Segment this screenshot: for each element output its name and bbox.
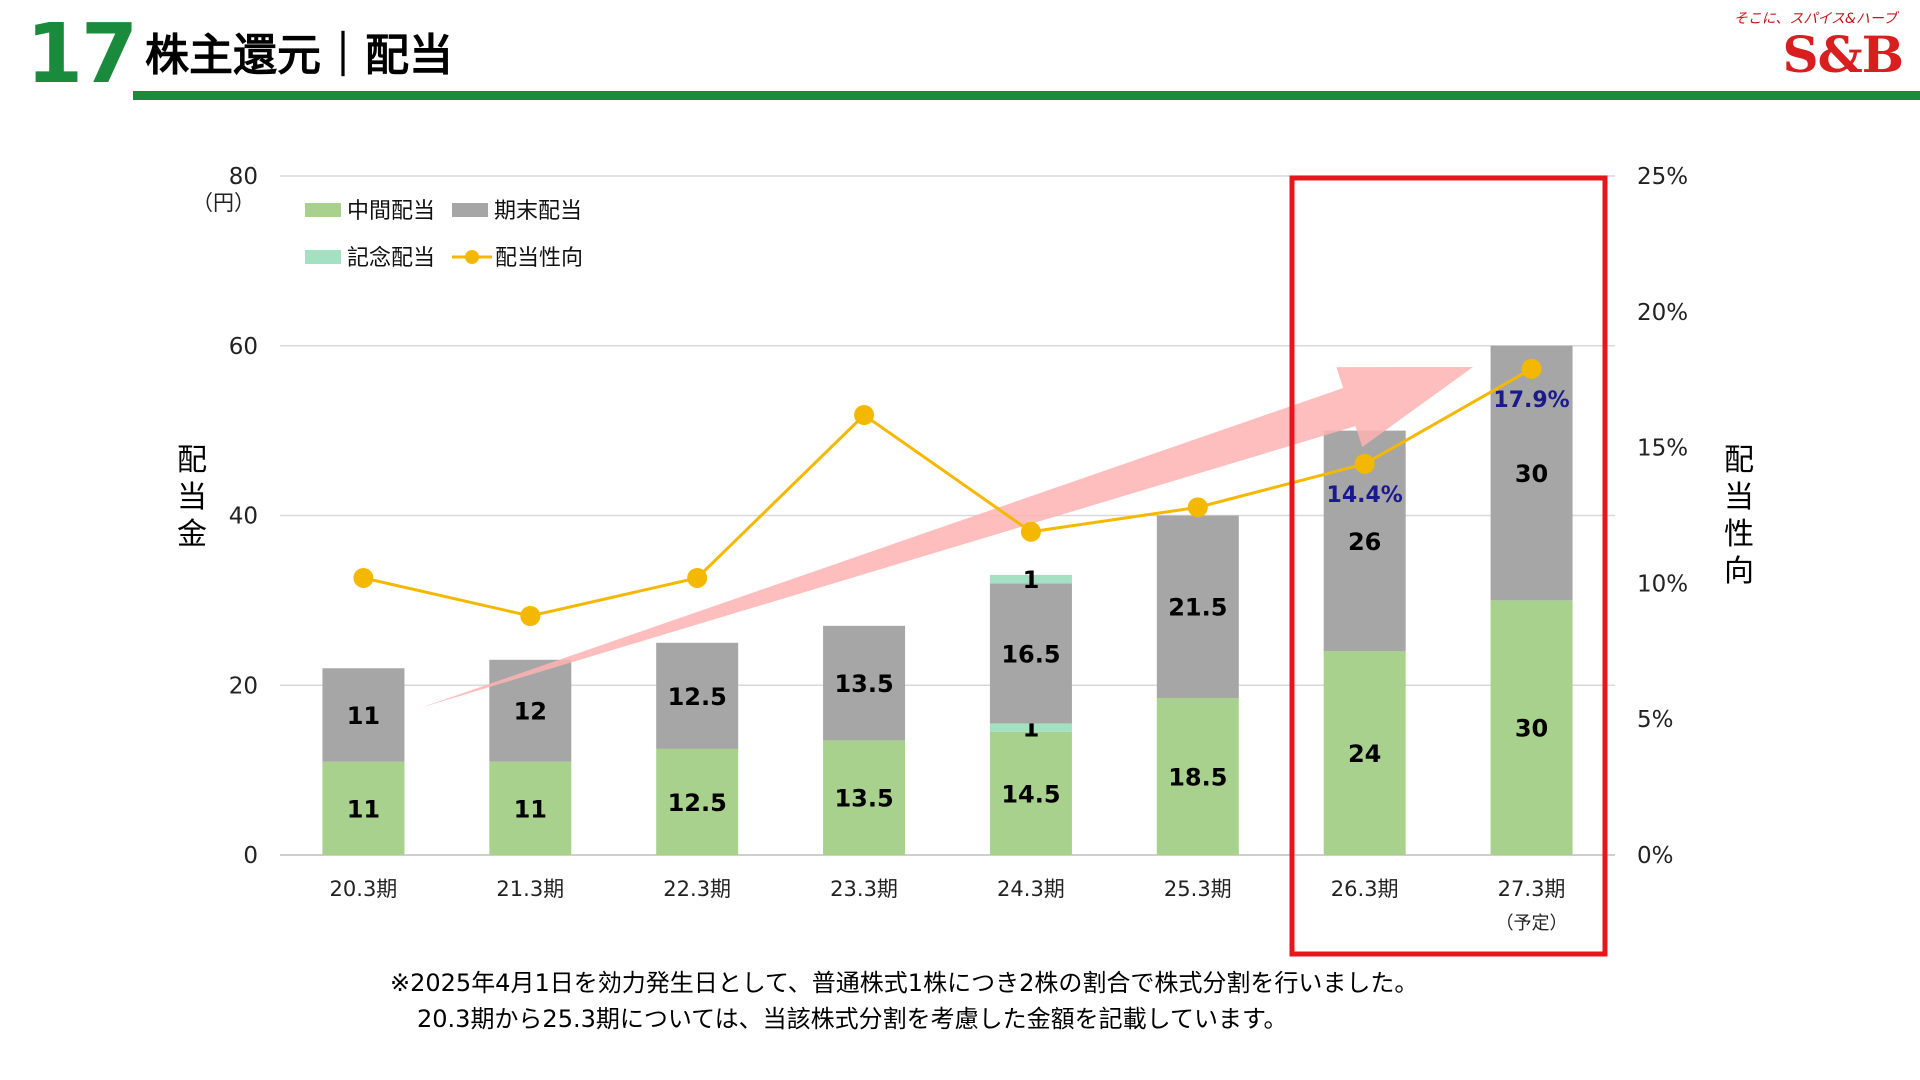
footnote-line-1: ※2025年4月1日を効力発生日として、普通株式1株につき2株の割合で株式分割を… — [390, 969, 1419, 997]
bar-value-label: 26 — [1348, 528, 1381, 556]
x-tick-label: 22.3期 — [663, 877, 731, 901]
x-tick-label: 24.3期 — [997, 877, 1065, 901]
bar-value-label: 13.5 — [834, 670, 893, 698]
bar-interim — [322, 761, 405, 855]
title-underline — [133, 91, 1920, 100]
y-left-axis-title: 配当金 — [177, 443, 207, 552]
bar-value-label: 14.5 — [1001, 780, 1060, 808]
page-number: 17 — [26, 7, 138, 102]
y-right-axis-title: 配当性向 — [1724, 443, 1754, 589]
logo-tagline: そこに、スパイス&ハーブ — [1733, 11, 1897, 27]
footnote-line-2: 20.3期から25.3期については、当該株式分割を考慮した金額を記載しています。 — [417, 1005, 1288, 1033]
bar-value-label: 12 — [514, 698, 547, 726]
bar-value-label: 11 — [347, 795, 380, 823]
bar-value-label: 24 — [1348, 740, 1381, 768]
bar-value-label: 1 — [1023, 566, 1040, 594]
legend-label: 記念配当 — [347, 246, 435, 271]
logo-brand: S&B — [1782, 25, 1904, 84]
bar-year-end — [322, 668, 405, 762]
payout-ratio-point — [1354, 453, 1375, 474]
y-left-tick-label: 40 — [229, 504, 258, 530]
payout-ratio-point — [520, 605, 541, 626]
legend-swatch — [305, 250, 341, 264]
bar-interim — [656, 748, 739, 855]
footnote: ※2025年4月1日を効力発生日として、普通株式1株につき2株の割合で株式分割を… — [390, 965, 1418, 1037]
legend-swatch — [305, 203, 341, 217]
x-tick-label: 20.3期 — [330, 877, 398, 901]
bar-value-label: 12.5 — [668, 683, 727, 711]
y-right-tick-label: 10% — [1637, 571, 1688, 597]
legend-swatch — [452, 203, 488, 217]
payout-ratio-point — [1521, 358, 1542, 379]
x-tick-label: 23.3期 — [830, 877, 898, 901]
y-right-tick-label: 25% — [1637, 164, 1688, 190]
bar-interim — [1323, 651, 1406, 855]
bar-value-label: 30 — [1515, 460, 1548, 488]
bar-value-label: 13.5 — [834, 785, 893, 813]
y-left-tick-label: 0 — [243, 843, 258, 869]
y-right-tick-label: 15% — [1637, 436, 1688, 462]
x-tick-label: 26.3期 — [1331, 877, 1399, 901]
highlight-box — [1289, 175, 1608, 957]
bar-commemorative — [989, 723, 1072, 732]
legend-marker — [465, 250, 479, 264]
bar-year-end — [656, 642, 739, 749]
bar-value-label: 11 — [347, 702, 380, 730]
payout-ratio-point — [1020, 521, 1041, 542]
bar-year-end — [823, 625, 906, 741]
bar-interim — [823, 740, 906, 855]
bar-year-end — [1490, 345, 1573, 601]
payout-ratio-point — [353, 567, 374, 588]
trend-arrow — [420, 367, 1473, 708]
company-logo: そこに、スパイス&ハーブ S&B — [1734, 8, 1905, 88]
payout-ratio-point — [854, 405, 875, 426]
payout-ratio-point — [687, 567, 708, 588]
bar-interim — [1490, 600, 1573, 855]
payout-ratio-label: 14.4% — [1327, 483, 1403, 508]
bar-year-end — [1156, 515, 1239, 698]
bar-value-label: 16.5 — [1001, 640, 1060, 668]
bar-year-end — [989, 583, 1072, 724]
legend-label: 配当性向 — [495, 246, 583, 271]
y-left-tick-label: 20 — [229, 673, 258, 699]
payout-ratio-point — [1187, 497, 1208, 518]
bar-interim — [1156, 697, 1239, 855]
y-left-tick-label: 80 — [229, 164, 258, 190]
bar-interim — [989, 731, 1072, 855]
legend-label: 中間配当 — [347, 199, 435, 224]
x-tick-label: 21.3期 — [496, 877, 564, 901]
bar-value-label: 11 — [514, 795, 547, 823]
x-tick-label: 25.3期 — [1164, 877, 1232, 901]
y-right-tick-label: 5% — [1637, 707, 1674, 733]
bar-value-label: 18.5 — [1168, 763, 1227, 791]
bar-value-label: 12.5 — [668, 789, 727, 817]
legend-label: 期末配当 — [494, 199, 582, 224]
bar-year-end — [489, 659, 572, 762]
y-left-tick-label: 60 — [229, 334, 258, 360]
x-tick-label: 27.3期 — [1498, 877, 1566, 901]
payout-ratio-label: 17.9% — [1493, 388, 1569, 413]
x-tick-sublabel: （予定） — [1496, 913, 1568, 934]
y-left-unit-label: （円） — [192, 191, 255, 215]
bar-interim — [489, 761, 572, 855]
bar-value-label: 30 — [1515, 715, 1548, 743]
bar-value-label: 21.5 — [1168, 594, 1227, 622]
payout-ratio-line — [363, 367, 1533, 618]
y-right-tick-label: 0% — [1637, 843, 1674, 869]
y-right-tick-label: 20% — [1637, 300, 1688, 326]
bar-commemorative — [989, 574, 1072, 584]
slide-title: 株主還元｜配当 — [145, 30, 453, 81]
